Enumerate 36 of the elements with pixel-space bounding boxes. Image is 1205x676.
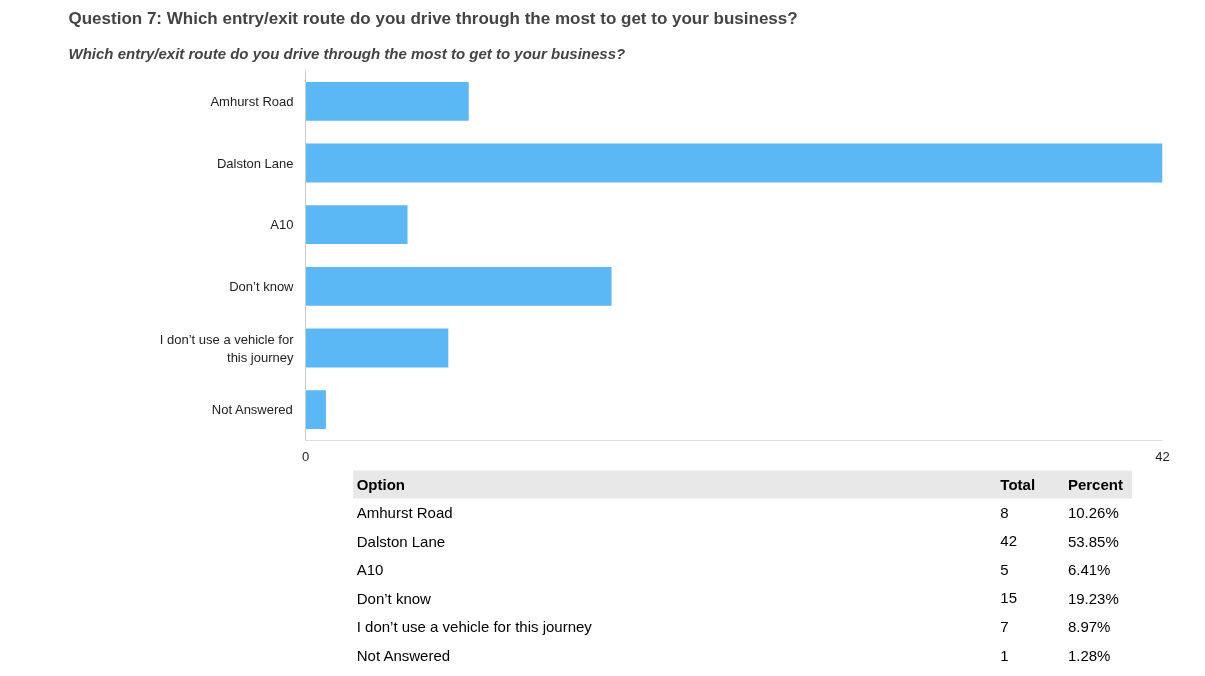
bar [305, 328, 449, 368]
text: 7 [1000, 617, 1009, 635]
text: 10.26% [1067, 504, 1119, 521]
text: 1 [1000, 646, 1009, 664]
text: 8 [1000, 503, 1009, 521]
chart-subtitle: Which entry/exit route do you drive through the most to get to your business? [68, 44, 626, 62]
bar [305, 266, 612, 306]
text: 42 [1000, 532, 1018, 550]
y-tick-label: Amhurst Road [210, 93, 294, 109]
text: Don’t know [356, 589, 432, 607]
text: 19.23% [1067, 589, 1119, 607]
text: I don’t use a vehicle for this journey [356, 618, 593, 636]
text: 15 [1000, 589, 1018, 607]
y-tick-label: Not Answered [211, 402, 293, 418]
y-tick-label: I don’t use a vehicle for this journey [159, 331, 295, 365]
text: Percent [1067, 476, 1123, 493]
x-tick-label: 0 [301, 448, 310, 464]
chart-title: Question 7: Which entry/exit route do you drive through the most to get to your business? [68, 8, 798, 28]
bar [305, 205, 408, 245]
bar [305, 81, 469, 121]
text: Total [1000, 476, 1036, 493]
y-tick-label: Dalston Lane [216, 155, 294, 171]
text: Option [356, 476, 406, 493]
text: Not Answered [356, 647, 451, 664]
text: A10 [356, 561, 384, 579]
text: Dalston Lane [356, 532, 446, 550]
bar [305, 390, 326, 430]
text: 53.85% [1067, 532, 1119, 550]
text: 5 [1000, 560, 1009, 578]
bar [305, 143, 1163, 183]
text: 6.41% [1067, 561, 1111, 579]
y-tick-label: Don’t know [229, 278, 295, 294]
y-tick-label: A10 [270, 217, 294, 233]
text: Amhurst Road [356, 504, 453, 521]
text: 8.97% [1067, 618, 1111, 636]
text: 1.28% [1067, 647, 1111, 664]
